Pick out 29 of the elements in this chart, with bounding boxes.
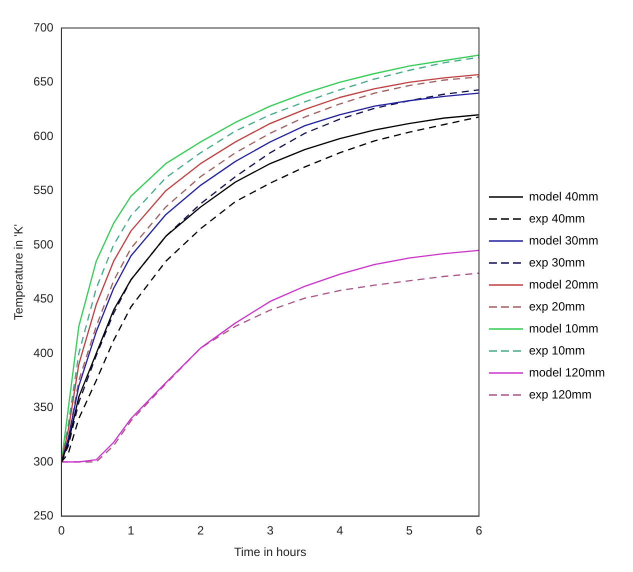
x-tick-label: 6 — [476, 524, 483, 538]
legend-label: model 20mm — [528, 277, 598, 292]
y-tick-label: 600 — [33, 128, 54, 143]
y-tick-label: 450 — [33, 292, 54, 306]
x-axis-title: Time in hours — [234, 545, 306, 560]
legend-label: exp 120mm — [528, 387, 592, 402]
x-tick-label: 2 — [197, 524, 204, 538]
x-tick-label: 5 — [406, 524, 414, 538]
y-tick-label: 400 — [33, 346, 54, 360]
y-tick-label: 500 — [33, 237, 54, 252]
legend-label: exp 40mm — [528, 211, 585, 226]
y-tick-label: 250 — [33, 508, 54, 523]
x-tick-label: 0 — [58, 524, 66, 538]
legend-label: model 10mm — [528, 321, 598, 336]
legend-label: exp 20mm — [528, 299, 585, 314]
x-tick-label: 3 — [266, 524, 274, 538]
legend-label: model 120mm — [528, 365, 606, 380]
legend-label: model 30mm — [528, 233, 598, 248]
y-tick-label: 700 — [33, 20, 54, 34]
x-tick-label: 4 — [336, 524, 344, 538]
y-tick-label: 300 — [33, 454, 54, 468]
legend-label: exp 10mm — [528, 343, 585, 358]
y-axis-title: Temperature in 'K' — [12, 224, 26, 320]
y-tick-label: 650 — [33, 74, 54, 89]
y-tick-label: 350 — [33, 400, 54, 414]
x-tick-label: 1 — [128, 524, 135, 538]
y-tick-label: 550 — [33, 183, 54, 198]
legend-label: exp 30mm — [528, 255, 585, 270]
legend-label: model 40mm — [528, 189, 598, 204]
